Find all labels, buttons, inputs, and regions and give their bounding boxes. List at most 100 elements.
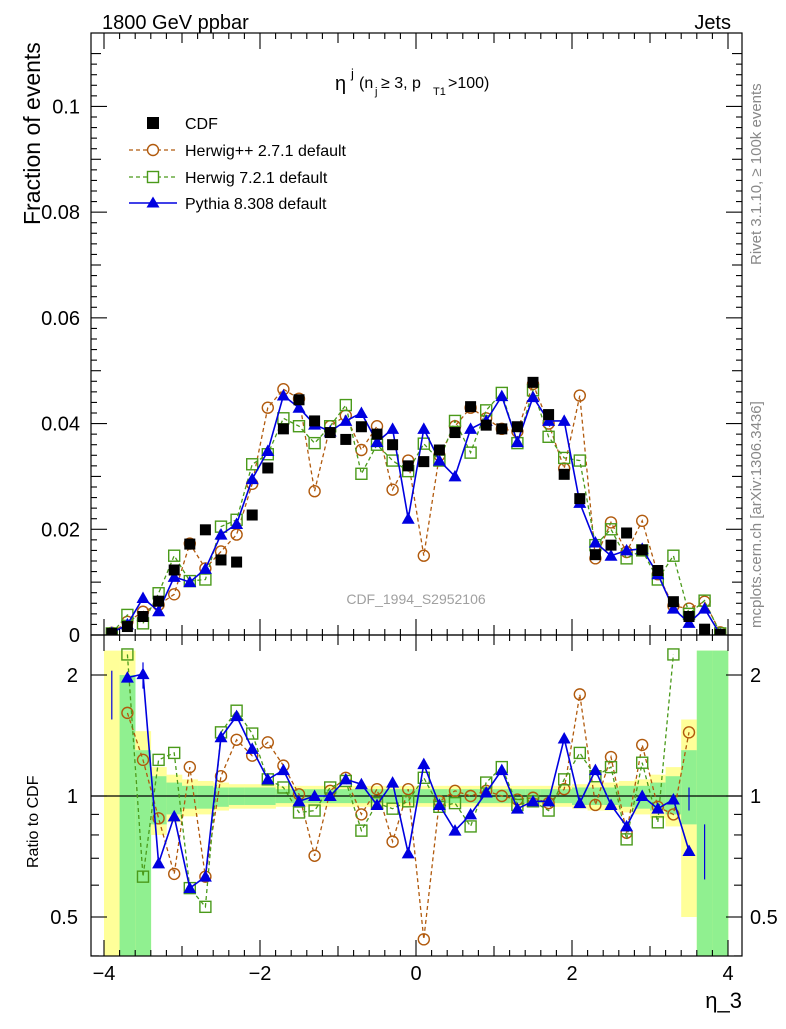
plot-title-cond-close: >100) [448, 75, 489, 92]
upper-pythia-point [432, 454, 446, 466]
upper-cdf-point [511, 421, 523, 433]
lower-herwig7-point [448, 796, 462, 810]
upper-cdf-point [293, 394, 305, 406]
ratio-band-inner [135, 750, 152, 956]
upper-herwig7-point [558, 451, 571, 465]
upper-herwig7-point [308, 436, 321, 450]
lower-y-tick-label: 2 [67, 665, 78, 687]
upper-cdf-point [277, 423, 289, 435]
lower-herwigpp-point [121, 706, 134, 720]
lower-herwig7-point [558, 773, 571, 786]
lower-pythia-point [230, 709, 244, 722]
plot-title-main: η [335, 73, 346, 95]
plot-title-cond-open: (n [359, 75, 373, 92]
upper-pythia-point [230, 517, 244, 529]
lower-herwigpp-point [558, 782, 571, 796]
upper-cdf-point [652, 565, 664, 577]
lower-pythia-point [604, 798, 618, 810]
upper-cdf-point [574, 493, 586, 505]
lower-herwigpp-point [261, 736, 274, 749]
lower-pythia-point [308, 789, 322, 801]
ratio-band-inner [681, 750, 698, 825]
upper-pythia-point [136, 591, 150, 603]
lower-pythia-point [339, 772, 353, 785]
lower-y-tick-label-right: 2 [750, 665, 761, 687]
lower-herwigpp-point [152, 812, 165, 825]
upper-cdf-point [309, 415, 321, 427]
lower-herwig7-point [355, 824, 368, 837]
lower-herwig7-point [277, 781, 290, 794]
upper-herwig7-point [277, 412, 290, 425]
lower-pythia-point [620, 819, 634, 832]
upper-herwigpp-point [230, 528, 243, 541]
upper-y-axis-label: Fraction of events [19, 42, 45, 225]
upper-pythia-point [401, 512, 415, 524]
lower-y-tick-label: 0.5 [50, 907, 78, 929]
upper-pythia-point [542, 414, 556, 426]
upper-cdf-point [418, 456, 430, 468]
lower-herwigpp-point [214, 770, 228, 783]
upper-pythia-point [666, 602, 680, 614]
plot-title-cond-mid: ≥ 3, p [381, 75, 421, 92]
lower-herwig7-point [604, 760, 618, 774]
lower-panel-data [91, 648, 742, 946]
upper-cdf-point [199, 524, 211, 536]
lower-herwig7-point [245, 727, 259, 740]
lower-y-tick-label: 1 [67, 786, 78, 808]
upper-cdf-point [262, 462, 274, 474]
lower-pythia-point [323, 789, 337, 801]
upper-herwigpp-point [308, 485, 321, 498]
upper-cdf-point [558, 468, 570, 480]
lower-herwigpp-point [230, 733, 243, 746]
upper-pythia-point [620, 543, 634, 556]
upper-herwig7-point [573, 454, 586, 467]
upper-herwigpp-point [636, 514, 649, 528]
ratio-band-inner [166, 782, 183, 815]
upper-pythia-point [557, 414, 571, 426]
upper-pythia-point [167, 570, 181, 582]
upper-cdf-point [246, 509, 258, 521]
upper-pythia-point [152, 604, 166, 617]
legend-herwigpp-marker [146, 143, 160, 157]
upper-cdf-point [605, 539, 617, 551]
lower-herwig7-point [308, 804, 321, 817]
upper-pythia-point [339, 414, 353, 426]
upper-pythia-point [682, 616, 696, 628]
lower-herwigpp-point [417, 933, 430, 946]
lower-herwig7-point [620, 833, 633, 846]
lower-pythia-point [167, 809, 181, 822]
upper-cdf-point [184, 538, 196, 550]
upper-cdf-point [699, 623, 711, 635]
upper-y-tick-label: 0.04 [41, 414, 80, 436]
upper-herwig7-point [292, 420, 306, 433]
lower-herwigpp-point [167, 867, 181, 881]
lower-herwigpp-point [402, 782, 415, 796]
legend: CDF Herwig++ 2.7.1 default Herwig 7.2.1 … [129, 116, 347, 213]
lower-herwigpp-point [370, 782, 384, 796]
upper-cdf-point [543, 409, 555, 421]
lower-herwig7-point [402, 795, 415, 808]
upper-cdf-point [480, 419, 492, 431]
lower-herwig7-point [636, 756, 649, 769]
lower-herwigpp-point [448, 784, 462, 798]
upper-pythia-point [526, 390, 540, 403]
ratio-band-inner [696, 650, 713, 956]
lower-herwigpp-point [589, 798, 602, 812]
lower-pythia-point [526, 794, 540, 807]
upper-pythia-point [276, 389, 290, 401]
lower-pythia-point [588, 763, 602, 776]
upper-herwig7-point [542, 430, 555, 443]
upper-cdf-point [496, 423, 508, 435]
lower-herwig7-point [667, 648, 680, 661]
lower-pythia-point [542, 794, 556, 807]
upper-cdf-point [527, 376, 539, 388]
upper-cdf-point [324, 427, 336, 439]
lower-herwig7-point [199, 900, 212, 914]
lower-pythia-point [448, 824, 462, 836]
upper-cdf-point [231, 556, 243, 568]
lower-herwig7-point [292, 806, 306, 819]
ratio-band-inner [182, 785, 198, 809]
upper-herwigpp-point [355, 443, 368, 457]
lower-herwig7-line [126, 654, 675, 909]
